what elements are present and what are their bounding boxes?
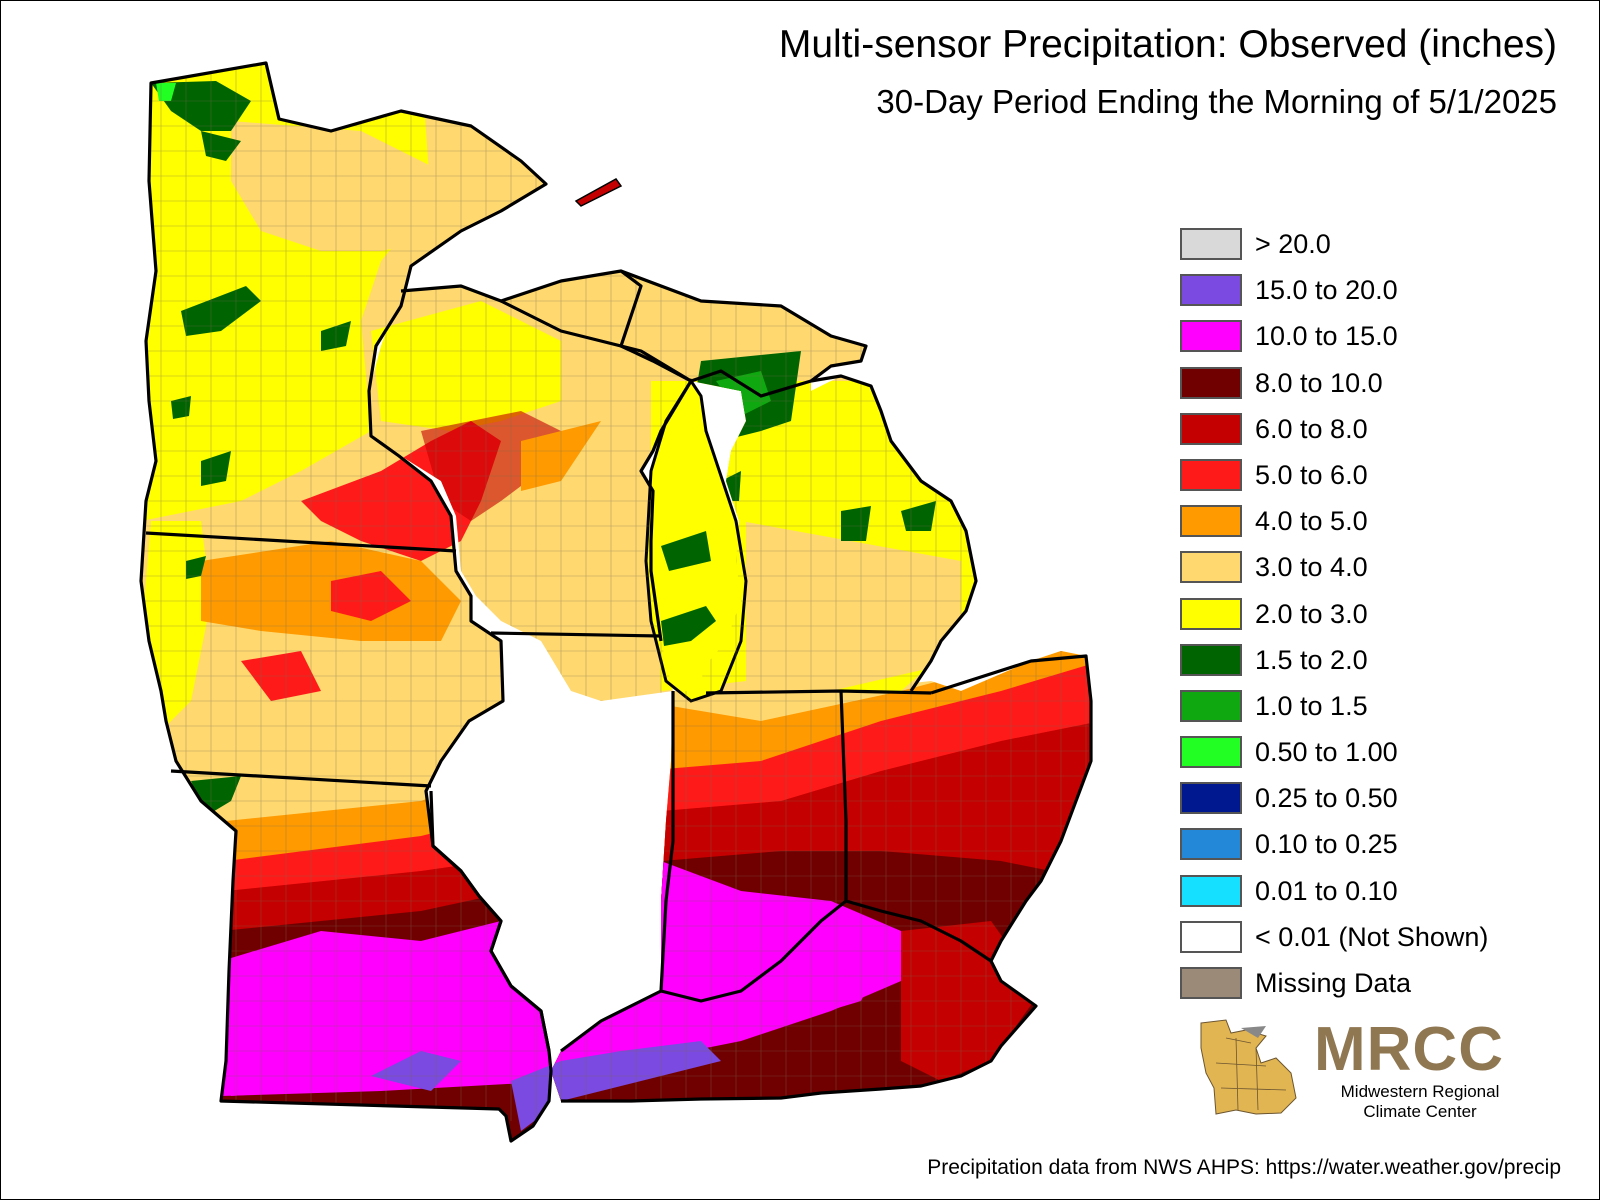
legend-swatch — [1180, 597, 1242, 630]
map-subtitle: 30-Day Period Ending the Morning of 5/1/… — [876, 83, 1557, 120]
logo-line1: Midwestern Regional — [1340, 1082, 1500, 1101]
legend-swatch — [1180, 967, 1242, 999]
legend-swatch — [1180, 551, 1242, 584]
legend-swatch — [1180, 689, 1242, 722]
legend-swatch — [1180, 828, 1242, 861]
legend-swatch — [1180, 736, 1242, 769]
legend-swatch — [1180, 505, 1242, 538]
legend-swatch — [1180, 458, 1242, 491]
legend-swatch — [1180, 366, 1242, 399]
legend-swatch — [1180, 782, 1242, 815]
legend-swatch — [1180, 874, 1242, 907]
mrcc-logo: MRCC Midwestern Regional Climate Center — [1196, 1015, 1536, 1123]
legend-label: < 0.01 (Not Shown) — [1255, 921, 1489, 952]
legend-label: 8.0 to 10.0 — [1255, 367, 1383, 398]
legend-swatch — [1180, 643, 1242, 676]
source-note: Precipitation data from NWS AHPS: https:… — [927, 1156, 1561, 1179]
legend-label: 0.50 to 1.00 — [1255, 737, 1398, 768]
legend-label: 10.0 to 15.0 — [1255, 321, 1398, 352]
logo-text: MRCC — [1314, 1015, 1504, 1084]
legend-label: > 20.0 — [1255, 229, 1331, 259]
precipitation-map — [139, 61, 1093, 1143]
legend-label: 0.01 to 0.10 — [1255, 875, 1398, 906]
legend-swatch — [1180, 920, 1242, 953]
legend-label: 6.0 to 8.0 — [1255, 413, 1368, 444]
legend-label: 1.0 to 1.5 — [1255, 690, 1368, 721]
legend-label: 2.0 to 3.0 — [1255, 598, 1368, 629]
legend-label: 4.0 to 5.0 — [1255, 506, 1368, 537]
legend-swatch — [1180, 320, 1242, 353]
logo-line2: Climate Center — [1363, 1102, 1477, 1121]
legend-label: 5.0 to 6.0 — [1255, 459, 1368, 490]
legend-swatch — [1180, 412, 1242, 445]
legend-label: Missing Data — [1255, 968, 1412, 998]
legend-label: 0.10 to 0.25 — [1255, 829, 1398, 860]
legend-label: 15.0 to 20.0 — [1255, 275, 1398, 306]
midwest-map-logo-icon — [1200, 1019, 1297, 1115]
legend-swatch — [1180, 228, 1242, 260]
map-title: Multi-sensor Precipitation: Observed (in… — [778, 23, 1557, 66]
legend-label: 1.5 to 2.0 — [1255, 644, 1368, 675]
legend-label: 0.25 to 0.50 — [1255, 783, 1398, 814]
legend-label: 3.0 to 4.0 — [1255, 552, 1368, 583]
legend-swatch — [1180, 274, 1242, 307]
